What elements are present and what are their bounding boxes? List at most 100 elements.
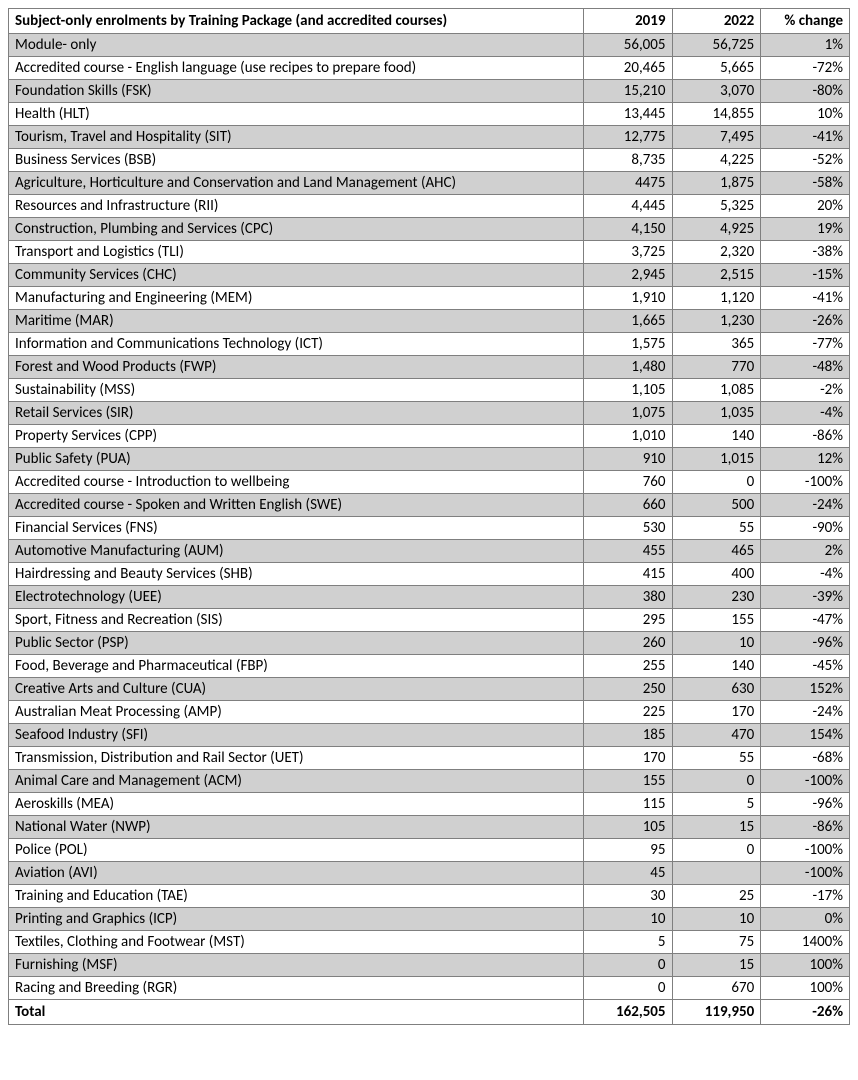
- cell-label: Transmission, Distribution and Rail Sect…: [9, 747, 584, 770]
- cell-pct: -4%: [761, 563, 850, 586]
- cell-2019: 155: [583, 770, 672, 793]
- cell-pct: -45%: [761, 655, 850, 678]
- cell-label: Agriculture, Horticulture and Conservati…: [9, 172, 584, 195]
- cell-2019: 12,775: [583, 126, 672, 149]
- cell-pct: -100%: [761, 471, 850, 494]
- cell-2019: 4475: [583, 172, 672, 195]
- cell-2019: 4,445: [583, 195, 672, 218]
- cell-pct: -4%: [761, 402, 850, 425]
- cell-label: Resources and Infrastructure (RII): [9, 195, 584, 218]
- cell-2019: 185: [583, 724, 672, 747]
- table-row: Aeroskills (MEA)1155-96%: [9, 793, 850, 816]
- cell-label: Textiles, Clothing and Footwear (MST): [9, 931, 584, 954]
- cell-2019: 380: [583, 586, 672, 609]
- cell-pct: -41%: [761, 126, 850, 149]
- table-row: Printing and Graphics (ICP)10100%: [9, 908, 850, 931]
- cell-pct: 1%: [761, 34, 850, 57]
- table-row: Animal Care and Management (ACM)1550-100…: [9, 770, 850, 793]
- cell-2019: 250: [583, 678, 672, 701]
- col-header-package: Subject-only enrolments by Training Pack…: [9, 9, 584, 34]
- table-row: Construction, Plumbing and Services (CPC…: [9, 218, 850, 241]
- cell-2022: 1,120: [672, 287, 761, 310]
- cell-pct: -58%: [761, 172, 850, 195]
- cell-2022: 155: [672, 609, 761, 632]
- table-row: Textiles, Clothing and Footwear (MST)575…: [9, 931, 850, 954]
- cell-2019: 115: [583, 793, 672, 816]
- cell-2022: 170: [672, 701, 761, 724]
- cell-2022: 75: [672, 931, 761, 954]
- cell-label: Business Services (BSB): [9, 149, 584, 172]
- cell-2019: 910: [583, 448, 672, 471]
- cell-label: Transport and Logistics (TLI): [9, 241, 584, 264]
- table-row: Hairdressing and Beauty Services (SHB)41…: [9, 563, 850, 586]
- table-row: Transport and Logistics (TLI)3,7252,320-…: [9, 241, 850, 264]
- table-row: National Water (NWP)10515-86%: [9, 816, 850, 839]
- cell-2019: 105: [583, 816, 672, 839]
- cell-2019: 1,075: [583, 402, 672, 425]
- enrolments-table: Subject-only enrolments by Training Pack…: [8, 8, 850, 1025]
- cell-2022: 15: [672, 816, 761, 839]
- cell-label: Manufacturing and Engineering (MEM): [9, 287, 584, 310]
- cell-pct: 19%: [761, 218, 850, 241]
- cell-label: Training and Education (TAE): [9, 885, 584, 908]
- cell-2019: 415: [583, 563, 672, 586]
- cell-pct: -26%: [761, 310, 850, 333]
- cell-pct: -100%: [761, 770, 850, 793]
- cell-2019: 8,735: [583, 149, 672, 172]
- cell-pct: -90%: [761, 517, 850, 540]
- cell-2019: 10: [583, 908, 672, 931]
- cell-2022: 4,925: [672, 218, 761, 241]
- cell-2022: 365: [672, 333, 761, 356]
- cell-2022: 670: [672, 977, 761, 1000]
- table-row: Furnishing (MSF)015100%: [9, 954, 850, 977]
- cell-2022: [672, 862, 761, 885]
- cell-2019: 1,480: [583, 356, 672, 379]
- cell-2019: 95: [583, 839, 672, 862]
- cell-label: Information and Communications Technolog…: [9, 333, 584, 356]
- cell-2019: 2,945: [583, 264, 672, 287]
- table-row: Sport, Fitness and Recreation (SIS)29515…: [9, 609, 850, 632]
- cell-pct: -38%: [761, 241, 850, 264]
- cell-2022: 56,725: [672, 34, 761, 57]
- total-2019: 162,505: [583, 1000, 672, 1025]
- cell-label: Animal Care and Management (ACM): [9, 770, 584, 793]
- cell-pct: 154%: [761, 724, 850, 747]
- cell-2022: 0: [672, 839, 761, 862]
- cell-pct: -17%: [761, 885, 850, 908]
- table-row: Racing and Breeding (RGR)0670100%: [9, 977, 850, 1000]
- cell-2022: 0: [672, 471, 761, 494]
- cell-label: Australian Meat Processing (AMP): [9, 701, 584, 724]
- cell-2022: 5,665: [672, 57, 761, 80]
- cell-2022: 230: [672, 586, 761, 609]
- cell-2022: 630: [672, 678, 761, 701]
- cell-pct: -100%: [761, 862, 850, 885]
- table-row: Information and Communications Technolog…: [9, 333, 850, 356]
- cell-label: Community Services (CHC): [9, 264, 584, 287]
- cell-label: Health (HLT): [9, 103, 584, 126]
- cell-2019: 5: [583, 931, 672, 954]
- cell-2019: 20,465: [583, 57, 672, 80]
- cell-2022: 400: [672, 563, 761, 586]
- cell-pct: -100%: [761, 839, 850, 862]
- table-row: Public Safety (PUA)9101,01512%: [9, 448, 850, 471]
- cell-label: Accredited course - Introduction to well…: [9, 471, 584, 494]
- cell-2022: 55: [672, 747, 761, 770]
- col-header-2019: 2019: [583, 9, 672, 34]
- cell-2022: 500: [672, 494, 761, 517]
- cell-2022: 1,230: [672, 310, 761, 333]
- cell-2019: 255: [583, 655, 672, 678]
- table-body: Module- only56,00556,7251%Accredited cou…: [9, 34, 850, 1000]
- cell-2019: 1,010: [583, 425, 672, 448]
- table-row: Community Services (CHC)2,9452,515-15%: [9, 264, 850, 287]
- cell-2022: 5,325: [672, 195, 761, 218]
- cell-label: Sport, Fitness and Recreation (SIS): [9, 609, 584, 632]
- cell-2022: 4,225: [672, 149, 761, 172]
- cell-label: Aviation (AVI): [9, 862, 584, 885]
- cell-pct: 0%: [761, 908, 850, 931]
- cell-label: Food, Beverage and Pharmaceutical (FBP): [9, 655, 584, 678]
- cell-2022: 140: [672, 425, 761, 448]
- cell-pct: 10%: [761, 103, 850, 126]
- cell-label: Public Sector (PSP): [9, 632, 584, 655]
- table-row: Agriculture, Horticulture and Conservati…: [9, 172, 850, 195]
- cell-label: Sustainability (MSS): [9, 379, 584, 402]
